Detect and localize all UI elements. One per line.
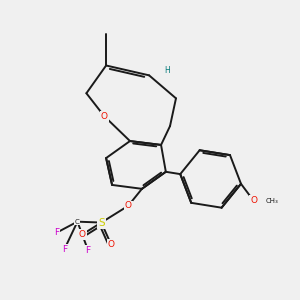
Text: O: O [108,240,115,249]
Text: F: F [54,228,59,237]
Text: O: O [101,112,108,121]
Text: S: S [98,218,105,228]
Text: H: H [164,66,170,75]
Text: F: F [85,246,91,255]
Text: O: O [79,230,86,239]
Text: F: F [62,245,67,254]
Text: O: O [250,196,257,205]
Text: C: C [75,219,80,225]
Text: CH₃: CH₃ [266,198,278,204]
Text: O: O [125,201,132,210]
